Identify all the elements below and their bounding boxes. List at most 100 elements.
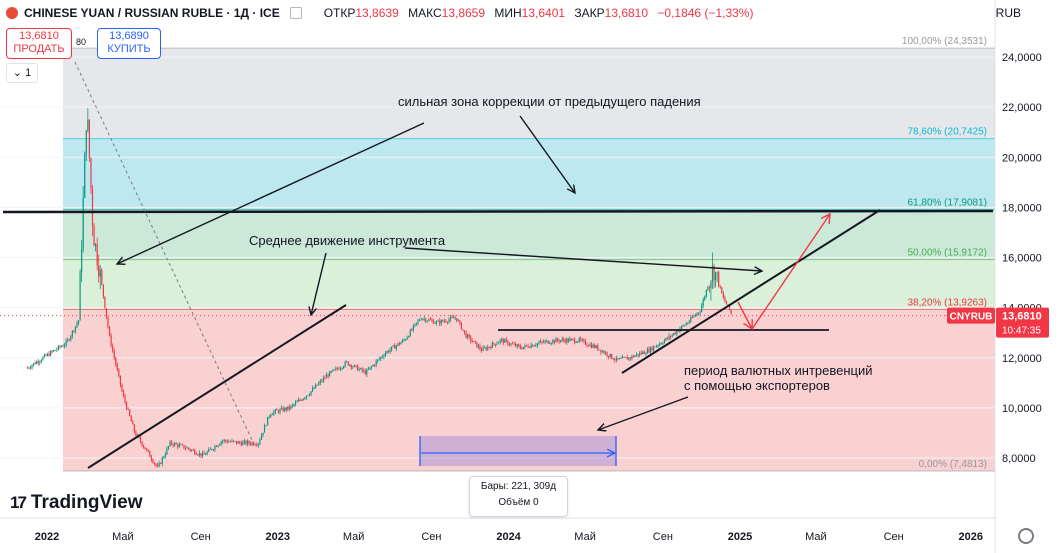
candle-body [31, 365, 33, 368]
candle-body [101, 269, 103, 285]
indicator-count: 1 [25, 67, 32, 79]
candle-body [220, 441, 222, 445]
candle-body [604, 352, 607, 354]
fibonacci-retracement[interactable]: 100,00% (24,3531) 78,60% (20,7425) 61,80% … [63, 36, 995, 472]
candle-body [338, 368, 340, 370]
candle-body [609, 353, 611, 357]
candle-body [236, 441, 238, 444]
visibility-icon[interactable] [289, 7, 302, 19]
candle-body [406, 337, 408, 340]
candle-body [590, 344, 593, 348]
y-tick-label: 22,0000 [1002, 102, 1042, 114]
candle-body [688, 321, 690, 324]
candle-body [43, 354, 46, 358]
candle-body [189, 448, 191, 451]
y-tick-label: 12,0000 [1002, 353, 1042, 365]
resistance-line[interactable] [2, 209, 994, 214]
candle-body [94, 244, 97, 246]
sell-button[interactable]: 13,6810 ПРОДАТЬ [6, 28, 72, 59]
settings-icon[interactable] [1018, 528, 1034, 544]
candle-body [699, 311, 701, 313]
indicator-toggle-button[interactable]: ⌄ 1 [6, 63, 38, 83]
candle-body [263, 425, 266, 433]
candle-body [680, 326, 683, 330]
candle-body [349, 364, 351, 366]
candle-body [614, 359, 616, 361]
candle-body [155, 463, 157, 466]
candle-body [564, 340, 566, 343]
x-tick-label: Май [112, 531, 134, 543]
candle-body [670, 335, 672, 337]
candle-body [225, 439, 227, 442]
candle-body [229, 441, 232, 443]
fib-level-label: 0,00% (7,4813) [919, 459, 987, 470]
candle-body [533, 345, 535, 347]
candle-body [112, 345, 114, 351]
candle-body [87, 119, 89, 131]
candle-body [728, 305, 731, 311]
candle-body [701, 305, 703, 312]
candle-body [174, 443, 176, 446]
trend-line-right[interactable] [621, 209, 881, 374]
candle-body [29, 367, 32, 369]
candle-body [242, 442, 244, 446]
candle-body [428, 319, 430, 321]
candle-body [453, 317, 455, 319]
candle-body [259, 439, 261, 444]
candle-body [40, 360, 42, 362]
candle-body [280, 407, 283, 410]
buy-button[interactable]: 13,6890 КУПИТЬ [97, 28, 161, 59]
arrow-average-right [404, 247, 762, 271]
candle-body [381, 356, 383, 358]
candle-body [665, 337, 667, 341]
candle-body [149, 451, 151, 457]
candle-body [476, 342, 478, 348]
change-value: −0,1846 (−1,33%) [657, 6, 754, 20]
candle-body [163, 456, 165, 458]
candle-body [620, 358, 622, 359]
date-range-box[interactable] [420, 436, 616, 466]
candle-body [144, 447, 146, 450]
candle-body [65, 340, 67, 346]
symbol-title[interactable]: CHINESE YUAN / RUSSIAN RUBLE · 1Д · ICE [24, 6, 280, 20]
candle-body [158, 463, 160, 467]
trend-line-left[interactable] [87, 304, 347, 469]
user-drawings[interactable]: сильная зона коррекции от предыдущего па… [2, 61, 994, 469]
candle-body [570, 338, 573, 340]
candle-body [218, 444, 221, 446]
price-axis[interactable] [995, 0, 1059, 553]
candle-body [617, 357, 619, 360]
candle-body [417, 320, 419, 323]
candle-body [76, 323, 78, 327]
candle-body [130, 415, 132, 422]
candle-body [99, 269, 101, 277]
candle-body [525, 345, 528, 346]
candle-body [626, 357, 628, 360]
candle-body [257, 443, 259, 446]
x-tick-label: 2026 [959, 531, 983, 543]
currency-label[interactable]: RUB [995, 6, 1021, 20]
tradingview-logo[interactable]: 17 TradingView [10, 492, 143, 514]
time-axis[interactable] [0, 518, 995, 553]
candle-body [277, 410, 280, 413]
candle-body [36, 361, 38, 365]
candle-body [192, 449, 194, 451]
candle-body [682, 325, 684, 327]
candle-body [50, 351, 52, 356]
candle-body [191, 449, 193, 451]
candle-body [156, 465, 159, 467]
candle-body [60, 346, 63, 347]
candle-body [403, 340, 405, 341]
candle-body [291, 404, 294, 406]
candle-body [487, 346, 489, 350]
candle-body [181, 444, 183, 446]
candle-body [85, 130, 87, 154]
candle-body [527, 345, 529, 348]
candle-body [194, 450, 196, 454]
y-tick-label: 18,0000 [1002, 202, 1042, 214]
candle-body [37, 361, 39, 363]
candle-body [42, 357, 44, 361]
arrow-correction-left [117, 122, 425, 264]
candle-body [690, 317, 692, 322]
